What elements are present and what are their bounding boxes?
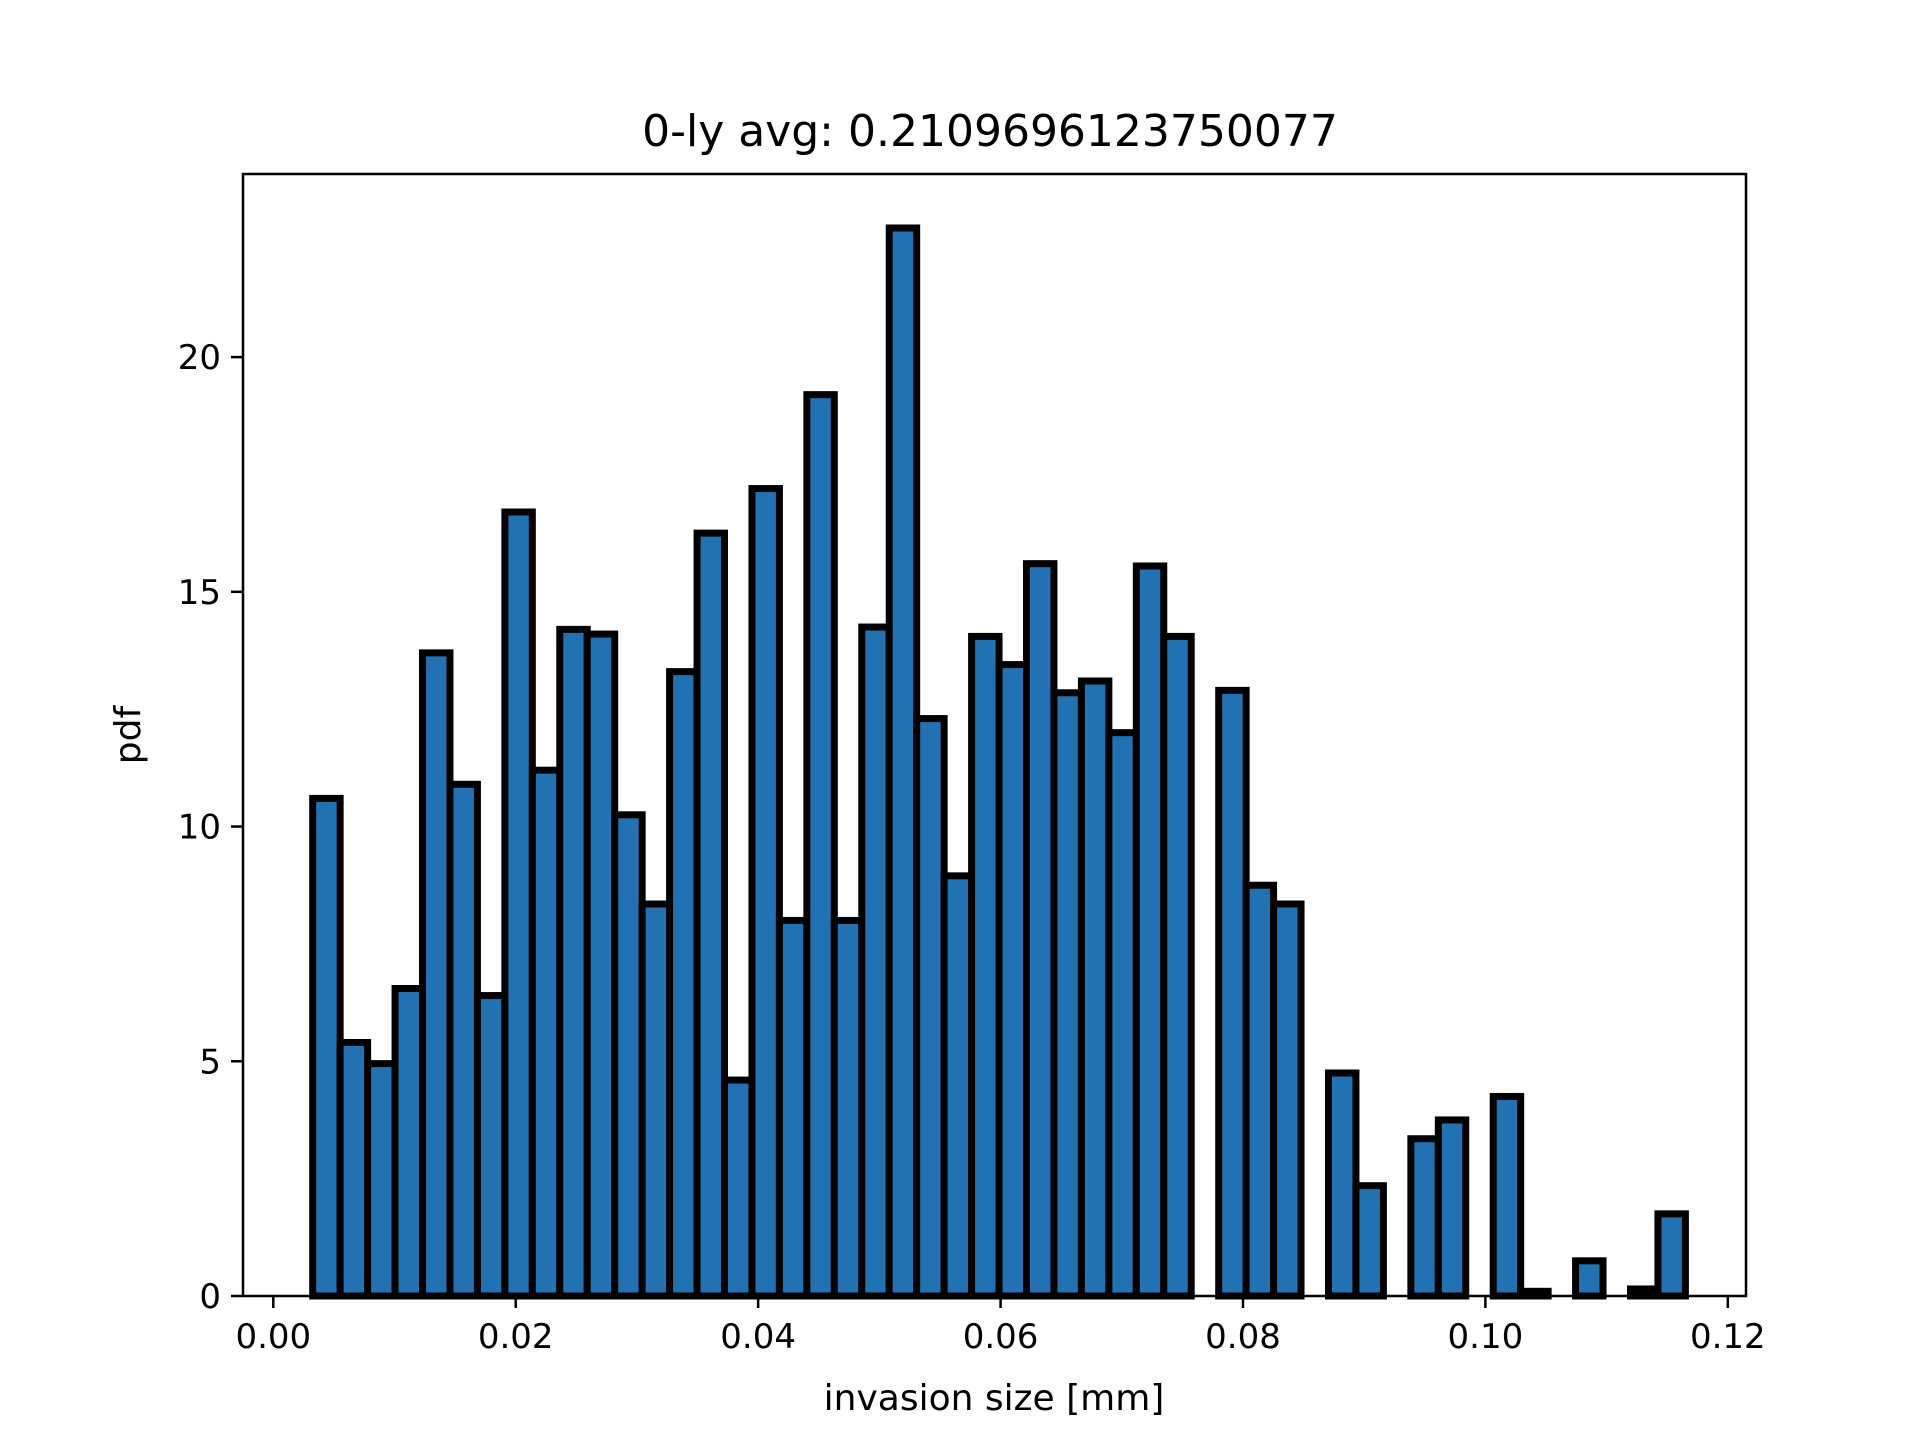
histogram-bar: [419, 649, 454, 1300]
y-tick-label: 5: [199, 1042, 221, 1082]
histogram-bar: [473, 992, 509, 1300]
axes-frame: [241, 172, 1748, 1298]
histogram-bar: [748, 485, 783, 1300]
histogram-bar: [556, 625, 591, 1300]
histogram-bar: [583, 630, 619, 1300]
x-tick-label: 0.04: [720, 1317, 796, 1357]
histogram-bar: [1489, 1092, 1525, 1300]
histogram-bar: [1352, 1182, 1387, 1300]
histogram-bar: [721, 1076, 756, 1300]
chart-title: 0-ly avg: 0.2109696123750077: [642, 106, 1338, 157]
histogram-bar: [830, 916, 866, 1300]
x-tick-label: 0.08: [1205, 1317, 1281, 1357]
histogram-bar: [1105, 729, 1140, 1300]
histogram-bar: [364, 1060, 399, 1300]
histogram-bar: [446, 780, 481, 1300]
histogram-bar: [1434, 1116, 1470, 1300]
histogram-bar: [968, 632, 1003, 1300]
x-tick-label: 0.06: [963, 1317, 1039, 1357]
histogram-bar: [638, 900, 674, 1300]
x-tick-label: 0.12: [1690, 1317, 1766, 1357]
histogram-bar: [1023, 560, 1058, 1300]
histogram-bar: [885, 224, 921, 1300]
histogram-bar: [391, 985, 427, 1300]
histogram-bar: [1654, 1210, 1689, 1300]
histogram-bar: [1407, 1135, 1442, 1300]
histogram-bar: [913, 715, 948, 1300]
histogram-bar: [995, 661, 1030, 1300]
histogram-bar: [501, 508, 536, 1300]
histogram-bar: [1324, 1069, 1360, 1300]
histogram-bar: [1572, 1257, 1607, 1300]
x-tick-label: 0.10: [1448, 1317, 1524, 1357]
histogram-bar: [1160, 632, 1195, 1300]
histogram-bar: [666, 668, 701, 1300]
histogram-bar: [1242, 881, 1278, 1300]
histogram-bar: [1132, 562, 1168, 1300]
histogram-bar: [309, 794, 344, 1300]
histogram-bar: [940, 872, 976, 1300]
y-axis-ticks: 0 5 10 15 20: [178, 338, 243, 1317]
histogram-bar: [1215, 686, 1250, 1300]
histogram-bar: [693, 529, 728, 1300]
x-axis-ticks: 0.00 0.02 0.04 0.06 0.08 0.10 0.12: [235, 1296, 1766, 1357]
y-tick-label: 15: [178, 573, 221, 613]
y-tick-label: 0: [199, 1277, 221, 1317]
x-axis-label: invasion size [mm]: [824, 1378, 1165, 1419]
histogram-bar: [611, 811, 646, 1300]
histogram-bar: [528, 766, 564, 1300]
histogram-bar: [1270, 900, 1305, 1300]
y-tick-label: 10: [178, 808, 221, 848]
histogram-bar: [858, 623, 893, 1300]
histogram-bar: [803, 391, 838, 1300]
histogram-bar: [775, 916, 811, 1300]
y-axis-label: pdf: [108, 704, 149, 764]
histogram-bar: [336, 1038, 372, 1300]
histogram-bar: [1077, 677, 1113, 1300]
x-tick-label: 0.02: [478, 1317, 554, 1357]
histogram-bar: [1050, 689, 1085, 1300]
y-tick-label: 20: [178, 338, 221, 378]
x-tick-label: 0.00: [235, 1317, 311, 1357]
